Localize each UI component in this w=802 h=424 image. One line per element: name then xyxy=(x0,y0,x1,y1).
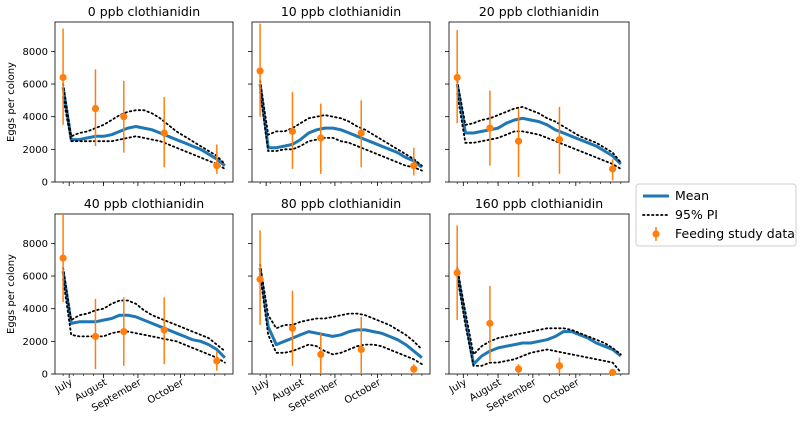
data-point xyxy=(59,254,67,262)
y-tick-label: 0 xyxy=(42,370,48,381)
pi-line-lower xyxy=(62,96,226,170)
x-tick-label: July xyxy=(250,377,272,396)
data-point xyxy=(120,327,128,336)
data-point xyxy=(410,365,418,373)
y-tick-label: 4000 xyxy=(23,304,48,315)
data-point xyxy=(609,368,617,376)
legend-feeding-point xyxy=(652,230,660,238)
data-point xyxy=(288,324,297,332)
y-axis-label: Eggs per colony xyxy=(6,254,17,334)
legend-frame xyxy=(635,183,797,247)
x-tick-label: October xyxy=(343,377,384,407)
y-tick-label: 6000 xyxy=(23,80,48,91)
data-point xyxy=(453,73,461,82)
data-point xyxy=(213,357,221,365)
data-point xyxy=(91,332,100,341)
data-point xyxy=(486,124,494,132)
x-tick-label: July xyxy=(53,377,75,396)
panel-1: 10 ppb clothianidin xyxy=(248,4,431,186)
pi-line-upper xyxy=(62,83,226,165)
data-point xyxy=(213,162,221,170)
mean-line xyxy=(61,270,226,359)
panel-title: 160 ppb clothianidin xyxy=(475,196,603,211)
mean-line xyxy=(61,87,226,167)
data-point xyxy=(357,129,365,137)
panel-2: 20 ppb clothianidin xyxy=(445,4,630,186)
mean-line xyxy=(258,267,423,359)
data-point xyxy=(120,113,128,121)
axes-frame xyxy=(54,213,234,375)
x-tick-label: October xyxy=(146,377,187,407)
axes-frame xyxy=(251,21,431,183)
legend-label-mean: Mean xyxy=(675,188,709,203)
axes-frame xyxy=(54,21,234,183)
data-point xyxy=(486,319,494,327)
x-tick-label: October xyxy=(541,377,582,407)
data-point xyxy=(453,269,461,277)
data-point xyxy=(256,275,264,283)
mean-line xyxy=(455,83,622,166)
axes-frame xyxy=(251,213,431,375)
y-tick-label: 0 xyxy=(42,178,48,189)
legend: Mean 95% PI Feeding study data xyxy=(635,183,797,247)
y-tick-label: 2000 xyxy=(23,337,48,348)
panel-title: 40 ppb clothianidin xyxy=(84,196,204,211)
data-point xyxy=(514,365,523,373)
axes-frame xyxy=(448,213,630,375)
pi-line-upper xyxy=(62,267,226,352)
data-point xyxy=(317,350,325,359)
pi-line-lower xyxy=(456,92,622,170)
mean-line xyxy=(455,270,622,366)
data-point xyxy=(609,165,617,173)
pi-line-upper xyxy=(259,263,423,351)
y-tick-label: 8000 xyxy=(23,239,48,250)
pi-line-lower xyxy=(456,275,622,374)
x-tick-label: July xyxy=(447,377,469,396)
data-point xyxy=(160,129,168,137)
pi-line-upper xyxy=(456,267,622,357)
data-point xyxy=(160,326,168,334)
panel-title: 20 ppb clothianidin xyxy=(479,4,599,19)
pi-line-lower xyxy=(259,91,423,172)
y-tick-label: 6000 xyxy=(23,272,48,283)
pi-line-upper xyxy=(456,79,622,164)
axes-frame xyxy=(448,21,630,183)
data-point xyxy=(357,345,365,354)
data-point xyxy=(59,73,67,82)
panel-3: 40 ppb clothianidin 0 2000 4000 6000 8000 July… xyxy=(6,196,234,414)
data-point xyxy=(555,135,564,144)
panel-title: 80 ppb clothianidin xyxy=(281,196,401,211)
data-point xyxy=(555,362,564,370)
y-tick-label: 4000 xyxy=(23,112,48,123)
panel-title: 0 ppb clothianidin xyxy=(88,4,200,19)
data-point xyxy=(288,127,297,135)
pi-line-lower xyxy=(62,278,226,364)
pi-line-lower xyxy=(259,273,423,366)
legend-label-pi: 95% PI xyxy=(675,207,718,222)
data-point xyxy=(317,134,325,142)
y-axis-label: Eggs per colony xyxy=(6,62,17,142)
data-point xyxy=(256,67,264,75)
data-point xyxy=(410,162,418,170)
legend-label-feeding: Feeding study data xyxy=(675,226,795,241)
data-point xyxy=(91,104,100,113)
data-point xyxy=(514,137,523,145)
y-tick-label: 8000 xyxy=(23,47,48,58)
y-tick-label: 2000 xyxy=(23,145,48,156)
mean-line xyxy=(258,83,423,169)
panel-0: 0 ppb clothianidin 0 2000 4000 6000 8000 Eggs … xyxy=(6,4,234,189)
pi-line-upper xyxy=(259,79,423,167)
panel-title: 10 ppb clothianidin xyxy=(281,4,401,19)
